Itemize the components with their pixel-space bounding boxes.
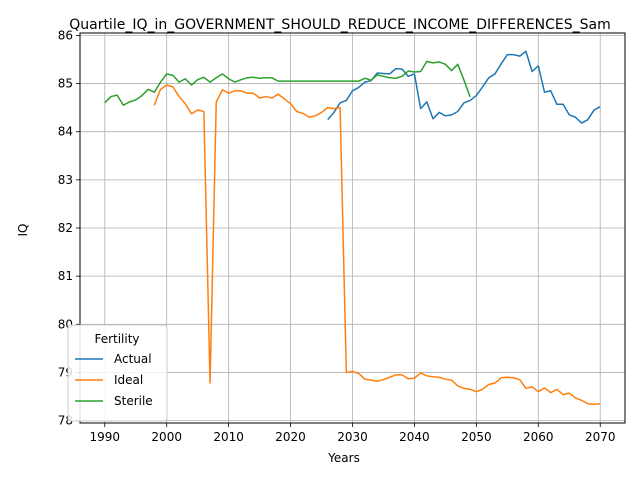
x-tick-label: 2030 [337,430,368,444]
x-tick-label: 1990 [89,430,120,444]
y-tick-label: 83 [58,173,73,187]
series-line-ideal [154,85,600,404]
legend-label-actual: Actual [114,352,152,366]
y-tick-label: 81 [58,269,73,283]
x-tick-label: 2040 [399,430,430,444]
x-tick-label: 2050 [461,430,492,444]
y-axis-label: IQ [16,224,30,237]
y-tick-label: 85 [58,77,73,91]
legend: Fertility Actual Ideal Sterile [68,325,167,421]
chart-title: Quartile_IQ_in_GOVERNMENT_SHOULD_REDUCE_… [69,17,611,33]
series-line-actual [328,51,600,123]
x-tick-label: 2060 [523,430,554,444]
x-tick-label: 2000 [151,430,182,444]
x-axis-label: Years [327,451,360,465]
x-axis-ticks: 1990 2000 2010 2020 2030 2040 2050 2060 2070 [89,423,615,444]
legend-label-sterile: Sterile [114,394,153,408]
x-tick-label: 2010 [213,430,244,444]
legend-title: Fertility [94,332,139,346]
y-tick-label: 86 [58,28,73,42]
x-tick-label: 2070 [585,430,616,444]
y-tick-label: 84 [58,125,73,139]
x-tick-label: 2020 [275,430,306,444]
y-tick-label: 82 [58,221,73,235]
legend-label-ideal: Ideal [114,373,143,387]
